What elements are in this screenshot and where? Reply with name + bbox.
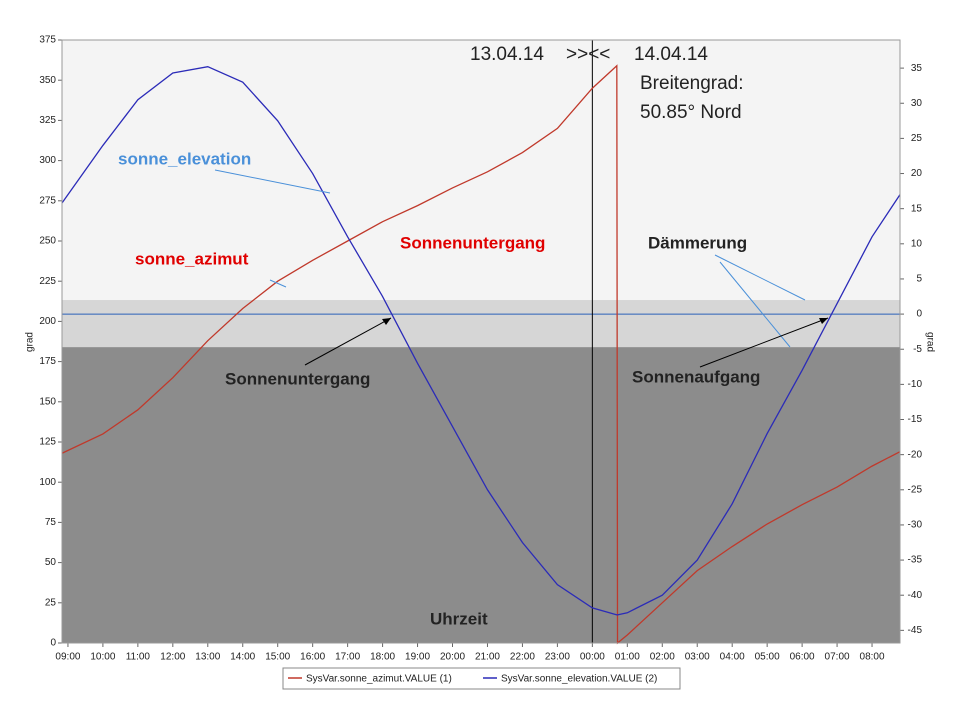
annotation: sonne_elevation bbox=[118, 149, 251, 168]
arrowhead bbox=[819, 318, 828, 324]
annotation: sonne_azimut bbox=[135, 249, 249, 268]
annotation: 13.04.14 bbox=[470, 44, 544, 65]
y2-tick-label: -25 bbox=[908, 484, 923, 495]
x-tick-label: 18:00 bbox=[370, 652, 395, 663]
callout bbox=[269, 279, 287, 288]
y2-tick-label: 25 bbox=[911, 133, 923, 144]
band bbox=[62, 300, 900, 348]
y-tick-label: 100 bbox=[39, 477, 56, 488]
band bbox=[62, 347, 900, 643]
y2-tick-label: 20 bbox=[911, 168, 923, 179]
x-tick-label: 06:00 bbox=[790, 652, 815, 663]
x-tick-label: 10:00 bbox=[90, 652, 115, 663]
x-tick-label: 05:00 bbox=[755, 652, 780, 663]
y-tick-label: 25 bbox=[45, 597, 57, 608]
axes: 0255075100125150175200225250275300325350… bbox=[39, 35, 922, 663]
y-tick-label: 75 bbox=[45, 517, 57, 528]
y-tick-label: 300 bbox=[39, 155, 56, 166]
x-tick-label: 07:00 bbox=[825, 652, 850, 663]
x-tick-label: 08:00 bbox=[860, 652, 885, 663]
y2-tick-label: -15 bbox=[908, 414, 923, 425]
annotation: 50.85° Nord bbox=[640, 102, 742, 123]
callout bbox=[714, 254, 806, 301]
plot-frame bbox=[61, 39, 901, 644]
y-axis-label: grad bbox=[25, 332, 36, 352]
callouts bbox=[214, 169, 829, 368]
x-tick-label: 12:00 bbox=[160, 652, 185, 663]
annotation: Sonnenaufgang bbox=[632, 367, 760, 386]
x-tick-label: 15:00 bbox=[265, 652, 290, 663]
y2-tick-label: -35 bbox=[908, 555, 923, 566]
legend-box bbox=[282, 667, 681, 690]
y2-tick-label: 15 bbox=[911, 203, 923, 214]
x-tick-label: 03:00 bbox=[685, 652, 710, 663]
x-tick-label: 01:00 bbox=[615, 652, 640, 663]
y2-tick-label: 0 bbox=[916, 309, 922, 320]
annotation: Uhrzeit bbox=[430, 609, 488, 628]
series-line bbox=[61, 66, 901, 616]
band bbox=[62, 40, 900, 301]
y2-axis-label: grad bbox=[924, 332, 935, 352]
x-tick-label: 22:00 bbox=[510, 652, 535, 663]
x-tick-label: 04:00 bbox=[720, 652, 745, 663]
y-tick-label: 350 bbox=[39, 75, 56, 86]
y2-tick-label: -20 bbox=[908, 449, 923, 460]
y-tick-label: 375 bbox=[39, 35, 56, 46]
y2-tick-label: -30 bbox=[908, 520, 923, 531]
y-tick-label: 200 bbox=[39, 316, 56, 327]
y2-tick-label: -10 bbox=[908, 379, 923, 390]
y-tick-label: 250 bbox=[39, 236, 56, 247]
series bbox=[61, 40, 901, 645]
annotation: Sonnenuntergang bbox=[400, 233, 545, 252]
y2-tick-label: 10 bbox=[911, 238, 923, 249]
arrowhead bbox=[382, 318, 391, 325]
x-tick-label: 11:00 bbox=[126, 652, 151, 663]
annotation: Dämmerung bbox=[648, 233, 747, 252]
y-tick-label: 50 bbox=[45, 557, 57, 568]
y2-tick-label: -5 bbox=[913, 344, 922, 355]
y-tick-label: 175 bbox=[39, 356, 56, 367]
x-tick-label: 21:00 bbox=[475, 652, 500, 663]
x-tick-label: 17:00 bbox=[335, 652, 360, 663]
arrow bbox=[699, 317, 829, 368]
y2-tick-label: -40 bbox=[908, 590, 923, 601]
x-tick-label: 19:00 bbox=[405, 652, 430, 663]
callout bbox=[214, 169, 331, 194]
annotation: >><< bbox=[566, 44, 610, 65]
x-tick-label: 02:00 bbox=[650, 652, 675, 663]
x-tick-label: 16:00 bbox=[300, 652, 325, 663]
legend: SysVar.sonne_azimut.VALUE (1) SysVar.sonn… bbox=[282, 667, 681, 690]
callout bbox=[719, 261, 791, 348]
y2-tick-label: 30 bbox=[911, 98, 923, 109]
legend-label: SysVar.sonne_elevation.VALUE (2) bbox=[501, 674, 657, 685]
x-tick-label: 13:00 bbox=[195, 652, 220, 663]
x-tick-label: 00:00 bbox=[580, 652, 605, 663]
bands bbox=[62, 40, 900, 643]
x-tick-label: 20:00 bbox=[440, 652, 465, 663]
y2-tick-label: 35 bbox=[911, 63, 923, 74]
y2-tick-label: -45 bbox=[908, 625, 923, 636]
y-tick-label: 325 bbox=[39, 115, 56, 126]
x-tick-label: 14:00 bbox=[230, 652, 255, 663]
y-tick-label: 275 bbox=[39, 195, 56, 206]
annotation: Breitengrad: bbox=[640, 73, 744, 94]
y-tick-label: 125 bbox=[39, 437, 56, 448]
arrow bbox=[304, 317, 392, 366]
annotation: Sonnenuntergang bbox=[225, 369, 370, 388]
x-tick-label: 09:00 bbox=[55, 652, 80, 663]
y-tick-label: 225 bbox=[39, 276, 56, 287]
y-tick-label: 150 bbox=[39, 396, 56, 407]
y2-tick-label: 5 bbox=[916, 274, 922, 285]
legend-label: SysVar.sonne_azimut.VALUE (1) bbox=[306, 674, 452, 685]
series-line bbox=[61, 64, 901, 645]
annotation: 14.04.14 bbox=[634, 44, 708, 65]
x-tick-label: 23:00 bbox=[545, 652, 570, 663]
y-tick-label: 0 bbox=[50, 638, 56, 649]
